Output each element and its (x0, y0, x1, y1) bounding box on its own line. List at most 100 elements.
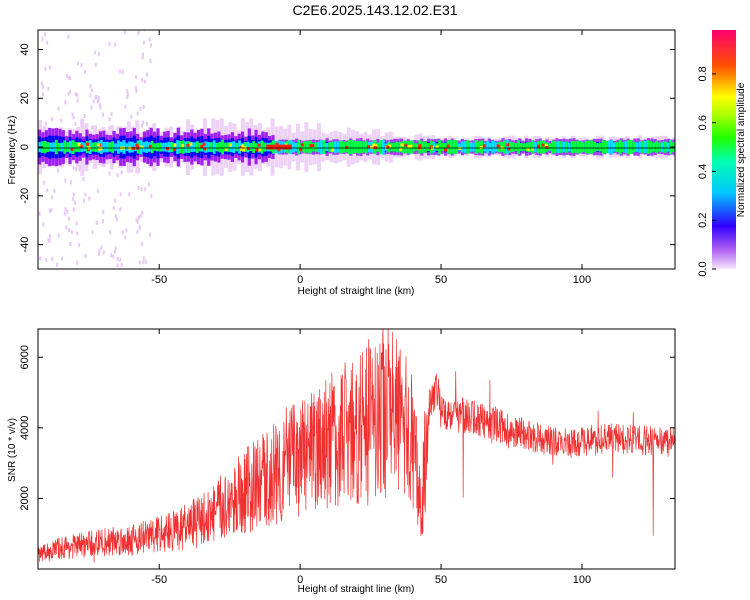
spectrogram-cell (638, 141, 642, 153)
colorbar-label: Normalized spectral amplitude (736, 82, 747, 217)
spectrogram-cell (398, 141, 402, 153)
spectrogram-cell (299, 148, 303, 152)
spectrogram-cell (153, 143, 157, 151)
spectrogram-cell (109, 230, 112, 235)
spectrogram-cell (232, 141, 236, 153)
spectrogram-cell (162, 142, 165, 152)
spectrogram-cell (98, 248, 101, 253)
spectrogram-cell (57, 233, 60, 238)
spectrogram-cell (246, 147, 250, 151)
spectrogram-cell (141, 210, 144, 215)
spectrogram-cell (443, 142, 447, 152)
spectrogram-cell (359, 140, 363, 154)
spectrogram-cell (145, 141, 148, 153)
spectrogram-cell (141, 77, 144, 82)
colorbar: 0.0 0.2 0.4 0.6 0.8 Normalized spectral ampl… (697, 30, 747, 277)
spectrogram-cell (120, 262, 123, 267)
spectrogram-cell (63, 211, 66, 216)
spectrogram-cell (47, 238, 50, 243)
spectrogram-cell (53, 189, 56, 194)
spectrogram-cell (660, 141, 664, 153)
spectrogram-cell (356, 140, 360, 154)
spectrogram-cell (460, 141, 464, 153)
spectrogram-cell (76, 260, 79, 265)
spectrogram-cell (75, 221, 78, 226)
y-tick-label: 4000 (19, 416, 31, 440)
spectrogram-cell (228, 143, 232, 147)
spectrogram-cell (241, 144, 245, 148)
spectrogram-cell (115, 217, 118, 222)
spectrogram-cell (142, 104, 145, 109)
x-tick-label: 0 (297, 274, 303, 286)
spectrogram-cell (144, 187, 147, 192)
spectrogram-cell (339, 140, 343, 154)
spectrogram-frame (37, 29, 676, 270)
spectrogram-cell (95, 220, 98, 225)
spectrogram-cell (159, 142, 162, 152)
spectrogram-cell (479, 145, 483, 149)
spectrogram-cell (97, 98, 100, 103)
spectrogram-cell (173, 143, 177, 152)
spectrogram-cell (496, 144, 500, 148)
spectrogram-cell (150, 194, 153, 199)
spectrogram-cell (116, 263, 119, 268)
spectrogram-cell (143, 79, 146, 84)
spectrogram-cell (100, 245, 103, 250)
spectrogram-cell (60, 142, 64, 152)
x-tick-label: 50 (435, 274, 447, 286)
spectrogram-cell (143, 30, 146, 32)
spectrogram-cell (629, 140, 633, 155)
spectrogram-cell (618, 139, 622, 155)
spectrogram-x-label: Height of straight line (km) (298, 286, 415, 297)
spectrogram-cell (229, 141, 233, 153)
spectrogram-cell (584, 140, 588, 154)
spectrogram-cell (305, 141, 309, 153)
spectrogram-cell (79, 164, 82, 169)
spectrogram-band (38, 30, 675, 269)
spectrogram-cell (257, 141, 261, 153)
spectrogram-cell (124, 235, 127, 240)
spectrogram-cell (98, 103, 101, 108)
spectrogram-cell (246, 141, 250, 153)
colorbar-tick-label: 0.0 (697, 261, 709, 276)
spectrogram-cell (102, 210, 105, 215)
spectrogram-cell (121, 230, 124, 235)
y-tick-label: 40 (19, 43, 31, 55)
spectrogram-cell (64, 100, 67, 105)
spectrogram-cell (140, 242, 143, 247)
x-tick-label: 100 (573, 274, 591, 286)
spectrogram-cell (275, 142, 279, 146)
spectrogram-cell (116, 140, 120, 154)
spectrogram-cell (238, 140, 241, 154)
y-tick-label: -40 (19, 237, 31, 253)
spectrogram-cell (42, 92, 45, 97)
spectrogram-cell (367, 145, 371, 149)
spectrogram-cell (494, 142, 498, 152)
spectrogram-cell (78, 243, 81, 248)
spectrogram-cell (56, 262, 59, 267)
spectrogram-cell (48, 65, 51, 70)
spectrogram-cell (412, 142, 416, 152)
spectrogram-cell (135, 217, 138, 222)
spectrogram-cell (102, 112, 105, 117)
spectrogram-cell (71, 112, 74, 117)
spectrogram-cell (126, 89, 129, 94)
spectrogram-cell (76, 93, 79, 98)
spectrogram-cell (68, 228, 71, 233)
spectrogram-cell (108, 41, 111, 46)
spectrogram-cell (136, 230, 139, 235)
spectrogram-cell (530, 147, 534, 151)
spectrogram-cell (297, 139, 301, 155)
snr-series-line (38, 329, 675, 563)
spectrogram-cell (517, 140, 520, 154)
spectrogram-cell (44, 66, 47, 71)
spectrogram-cell (94, 142, 98, 153)
y-tick-label: 2000 (19, 486, 31, 510)
spectrogram-cell (374, 144, 378, 148)
spectrogram-cell (224, 142, 227, 152)
spectrogram-cell (632, 141, 636, 153)
spectrogram-cell (72, 192, 75, 197)
spectrogram-cell (556, 141, 560, 154)
spectrogram-cell (40, 81, 43, 86)
spectrogram-cell (146, 72, 149, 77)
